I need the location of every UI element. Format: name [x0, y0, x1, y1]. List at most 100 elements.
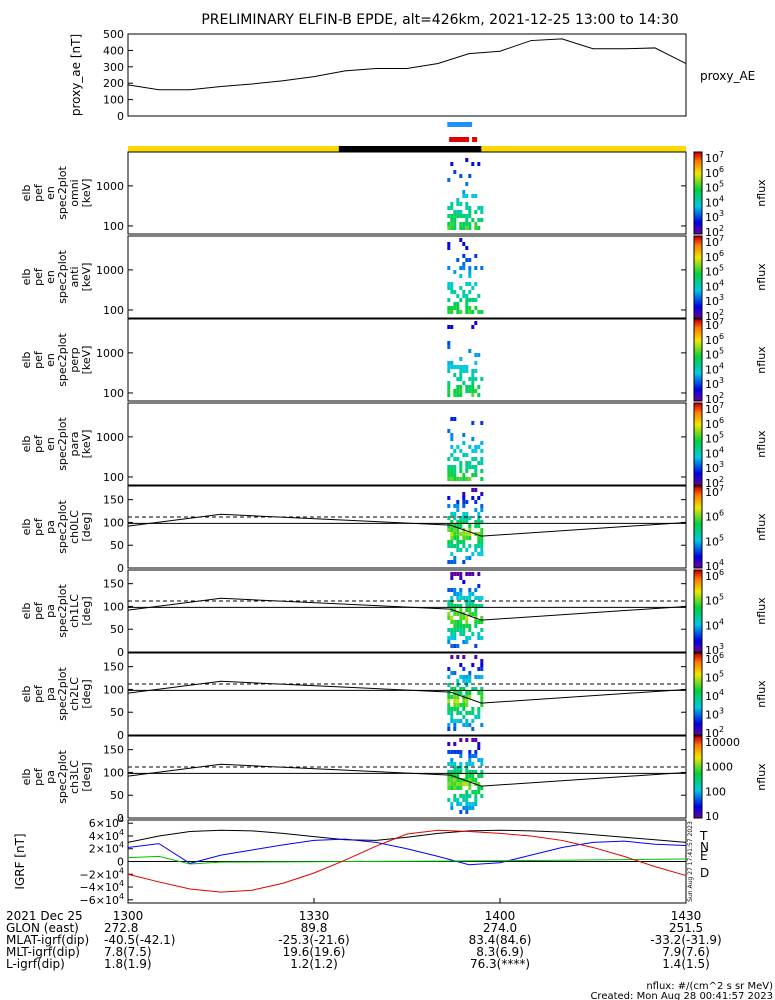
colorbar-step — [694, 474, 702, 478]
colorbar-label: nflux — [755, 430, 768, 458]
spectrogram-cell — [465, 774, 469, 778]
spectrogram-cell — [453, 365, 457, 369]
spectrogram-cell — [480, 492, 484, 496]
colorbar-step — [694, 704, 702, 707]
spectrogram-cell — [477, 746, 481, 750]
spectrogram-cell — [474, 389, 478, 393]
spectrogram-cell — [459, 810, 463, 814]
colorbar-step — [694, 598, 702, 602]
spectrogram-cell — [459, 540, 463, 544]
yellow-bar-right — [481, 146, 686, 152]
spectrogram-cell — [474, 620, 478, 624]
colorbar-step — [694, 244, 702, 247]
spectrogram-cell — [477, 636, 481, 640]
igrf-ytick-label: −2×104 — [80, 866, 124, 881]
spectrogram-cell — [465, 202, 469, 206]
colorbar-step — [694, 357, 702, 361]
colorbar-step — [694, 813, 702, 817]
colorbar-step — [694, 748, 702, 751]
spectrogram-cell — [453, 389, 457, 393]
spectrogram-cell — [480, 266, 484, 270]
colorbar-step — [694, 382, 702, 386]
colorbar-step — [694, 184, 702, 188]
colorbar-step — [694, 476, 702, 480]
colorbar-step — [694, 772, 702, 776]
colorbar-tick-label: 104 — [705, 361, 724, 376]
spectrogram-cell — [468, 806, 472, 810]
spectrogram-cell — [471, 754, 475, 758]
spectrogram-cell — [477, 774, 481, 778]
spectrogram-cell — [468, 600, 472, 604]
spectrogram-cell — [459, 465, 463, 469]
spectrogram-cell — [453, 465, 457, 469]
spectrogram-cell — [474, 596, 478, 600]
spectrogram-cell — [468, 385, 472, 389]
colorbar-step — [694, 431, 702, 435]
spectrogram-cell — [465, 600, 469, 604]
spectrogram-cell — [456, 389, 460, 393]
spectrogram-cell — [453, 612, 457, 616]
colorbar-step — [694, 435, 702, 439]
orbit-row-value: 7.8(7.5) — [104, 945, 152, 959]
spectrogram-cell — [450, 632, 454, 636]
colorbar-step — [694, 606, 702, 610]
spectrogram-cell — [474, 266, 478, 270]
spectrogram-cell — [465, 536, 469, 540]
spectrogram-cell — [459, 365, 463, 369]
spectrogram-cell — [453, 691, 457, 695]
spectrogram-cell — [462, 536, 466, 540]
spectrogram-cell — [468, 588, 472, 592]
colorbar-step — [694, 732, 702, 736]
spectrogram-cell — [447, 636, 451, 640]
colorbar-step — [694, 446, 702, 449]
spectrogram-cell — [468, 389, 472, 393]
orbit-row-label: MLT-igrf(dip) — [6, 945, 80, 959]
spectrogram-cell — [465, 782, 469, 786]
igrf-legend-E: E — [700, 849, 708, 863]
ylabel-part: pa — [44, 604, 57, 618]
spectrogram-cell — [462, 540, 466, 544]
colorbar-tick-label: 10 — [705, 810, 719, 823]
spectrogram-cell — [447, 750, 451, 754]
spectrogram-cell — [468, 532, 472, 536]
spectrogram-cell — [465, 766, 469, 770]
spectrogram-cell — [447, 770, 451, 774]
spectrogram-cell — [480, 663, 484, 667]
ytick-label: 100 — [103, 516, 124, 529]
spectrogram-cell — [459, 369, 463, 373]
spectrogram-cell — [462, 365, 466, 369]
ytick-label: 100 — [103, 683, 124, 696]
spectrogram-cell — [453, 477, 457, 481]
spectrogram-cell — [456, 782, 460, 786]
spectrogram-cell — [459, 596, 463, 600]
colorbar-step — [694, 600, 702, 604]
colorbar: 106 105 104 103 102 — [693, 651, 724, 740]
colorbar-step — [694, 168, 702, 171]
ylabel-part: ch3LC — [68, 760, 81, 794]
colorbar-step — [694, 425, 702, 429]
proxy-ae-ytick-label: 300 — [103, 61, 124, 74]
spectrogram-cell — [462, 560, 466, 564]
colorbar-step — [694, 221, 702, 225]
colorbar-step — [694, 514, 702, 518]
spectrogram-cell — [453, 528, 457, 532]
spectrogram-cell — [459, 310, 463, 314]
ytick-label: 100 — [103, 304, 124, 317]
colorbar-step — [694, 277, 702, 280]
spectrogram-cell — [453, 786, 457, 790]
colorbar-step — [694, 710, 702, 713]
colorbar-step — [694, 613, 702, 616]
spectrogram-cell — [447, 604, 451, 608]
colorbar-step — [694, 657, 702, 660]
spectrogram-cell — [450, 445, 454, 449]
spectrogram-cell — [453, 774, 457, 778]
spectrogram-cell — [468, 266, 472, 270]
spectrogram-cell — [468, 528, 472, 532]
spectrogram-cell — [447, 361, 451, 365]
spectrogram-cell — [447, 612, 451, 616]
panel-frame — [127, 318, 687, 402]
spectrogram-cell — [450, 628, 454, 632]
spectrogram-cell — [468, 174, 472, 178]
colorbar-step — [694, 504, 702, 507]
